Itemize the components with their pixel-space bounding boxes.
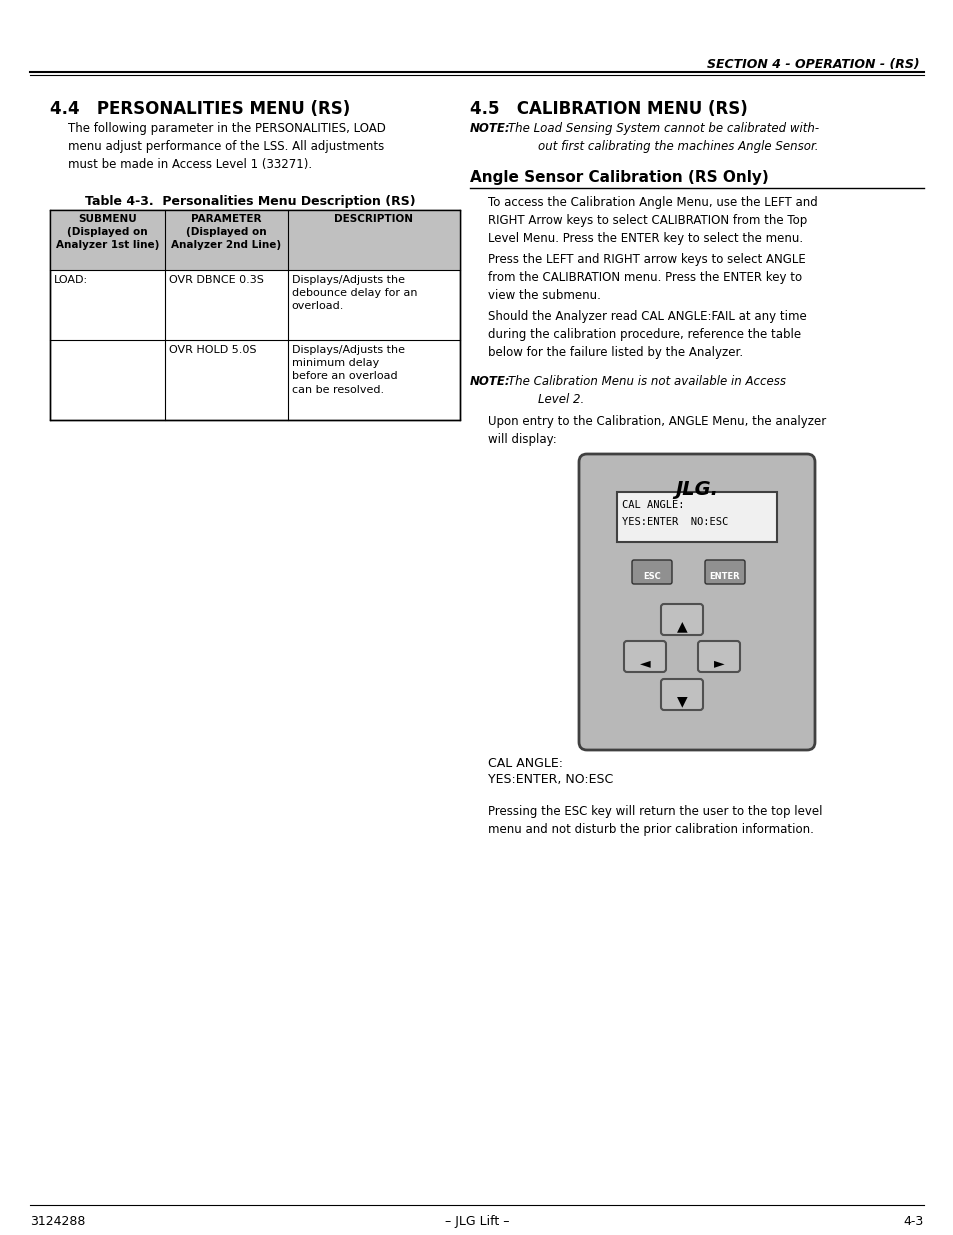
Text: The Load Sensing System cannot be calibrated with-
        out first calibrating: The Load Sensing System cannot be calibr…	[507, 122, 819, 153]
Text: Should the Analyzer read CAL ANGLE:FAIL at any time
during the calibration proce: Should the Analyzer read CAL ANGLE:FAIL …	[488, 310, 806, 359]
Text: The following parameter in the PERSONALITIES, LOAD
menu adjust performance of th: The following parameter in the PERSONALI…	[68, 122, 385, 170]
Text: Displays/Adjusts the
minimum delay
before an overload
can be resolved.: Displays/Adjusts the minimum delay befor…	[292, 345, 404, 395]
Text: JLG.: JLG.	[675, 480, 718, 499]
Text: ▼: ▼	[676, 694, 686, 708]
Text: Pressing the ESC key will return the user to the top level
menu and not disturb : Pressing the ESC key will return the use…	[488, 805, 821, 836]
Text: YES:ENTER  NO:ESC: YES:ENTER NO:ESC	[621, 517, 727, 527]
Text: OVR HOLD 5.0S: OVR HOLD 5.0S	[169, 345, 256, 354]
Text: The Calibration Menu is not available in Access
        Level 2.: The Calibration Menu is not available in…	[507, 375, 785, 406]
Text: ESC: ESC	[642, 572, 660, 580]
Text: OVR DBNCE 0.3S: OVR DBNCE 0.3S	[169, 275, 263, 285]
Text: Table 4-3.  Personalities Menu Description (RS): Table 4-3. Personalities Menu Descriptio…	[85, 195, 415, 207]
Text: YES:ENTER, NO:ESC: YES:ENTER, NO:ESC	[488, 773, 613, 785]
FancyBboxPatch shape	[631, 559, 671, 584]
Text: ◄: ◄	[639, 656, 650, 671]
Text: 4.4   PERSONALITIES MENU (RS): 4.4 PERSONALITIES MENU (RS)	[50, 100, 350, 119]
Text: – JLG Lift –: – JLG Lift –	[444, 1215, 509, 1228]
Text: 4.5   CALIBRATION MENU (RS): 4.5 CALIBRATION MENU (RS)	[470, 100, 747, 119]
FancyBboxPatch shape	[704, 559, 744, 584]
Text: CAL ANGLE:: CAL ANGLE:	[621, 500, 684, 510]
Text: NOTE:: NOTE:	[470, 122, 510, 135]
Text: CAL ANGLE:: CAL ANGLE:	[488, 757, 562, 769]
Text: Upon entry to the Calibration, ANGLE Menu, the analyzer
will display:: Upon entry to the Calibration, ANGLE Men…	[488, 415, 825, 446]
Bar	[50, 210, 459, 420]
FancyBboxPatch shape	[578, 454, 814, 750]
Text: Displays/Adjusts the
debounce delay for an
overload.: Displays/Adjusts the debounce delay for …	[292, 275, 416, 311]
Text: PARAMETER
(Displayed on
Analyzer 2nd Line): PARAMETER (Displayed on Analyzer 2nd Lin…	[171, 214, 281, 251]
Text: NOTE:: NOTE:	[470, 375, 510, 388]
Text: SUBMENU
(Displayed on
Analyzer 1st line): SUBMENU (Displayed on Analyzer 1st line)	[55, 214, 159, 251]
FancyBboxPatch shape	[660, 679, 702, 710]
Text: SECTION 4 - OPERATION - (RS): SECTION 4 - OPERATION - (RS)	[706, 58, 919, 70]
Text: ►: ►	[713, 656, 723, 671]
Bar	[617, 492, 776, 542]
Text: 4-3: 4-3	[902, 1215, 923, 1228]
FancyBboxPatch shape	[698, 641, 740, 672]
Text: To access the Calibration Angle Menu, use the LEFT and
RIGHT Arrow keys to selec: To access the Calibration Angle Menu, us…	[488, 196, 817, 245]
FancyBboxPatch shape	[660, 604, 702, 635]
Text: Angle Sensor Calibration (RS Only): Angle Sensor Calibration (RS Only)	[470, 170, 768, 185]
FancyBboxPatch shape	[623, 641, 665, 672]
Text: LOAD:: LOAD:	[54, 275, 88, 285]
Text: Press the LEFT and RIGHT arrow keys to select ANGLE
from the CALIBRATION menu. P: Press the LEFT and RIGHT arrow keys to s…	[488, 253, 805, 303]
Text: 3124288: 3124288	[30, 1215, 85, 1228]
Text: ▲: ▲	[676, 619, 686, 634]
Text: DESCRIPTION: DESCRIPTION	[335, 214, 413, 224]
Text: ENTER: ENTER	[709, 572, 740, 580]
Bar	[50, 210, 459, 270]
